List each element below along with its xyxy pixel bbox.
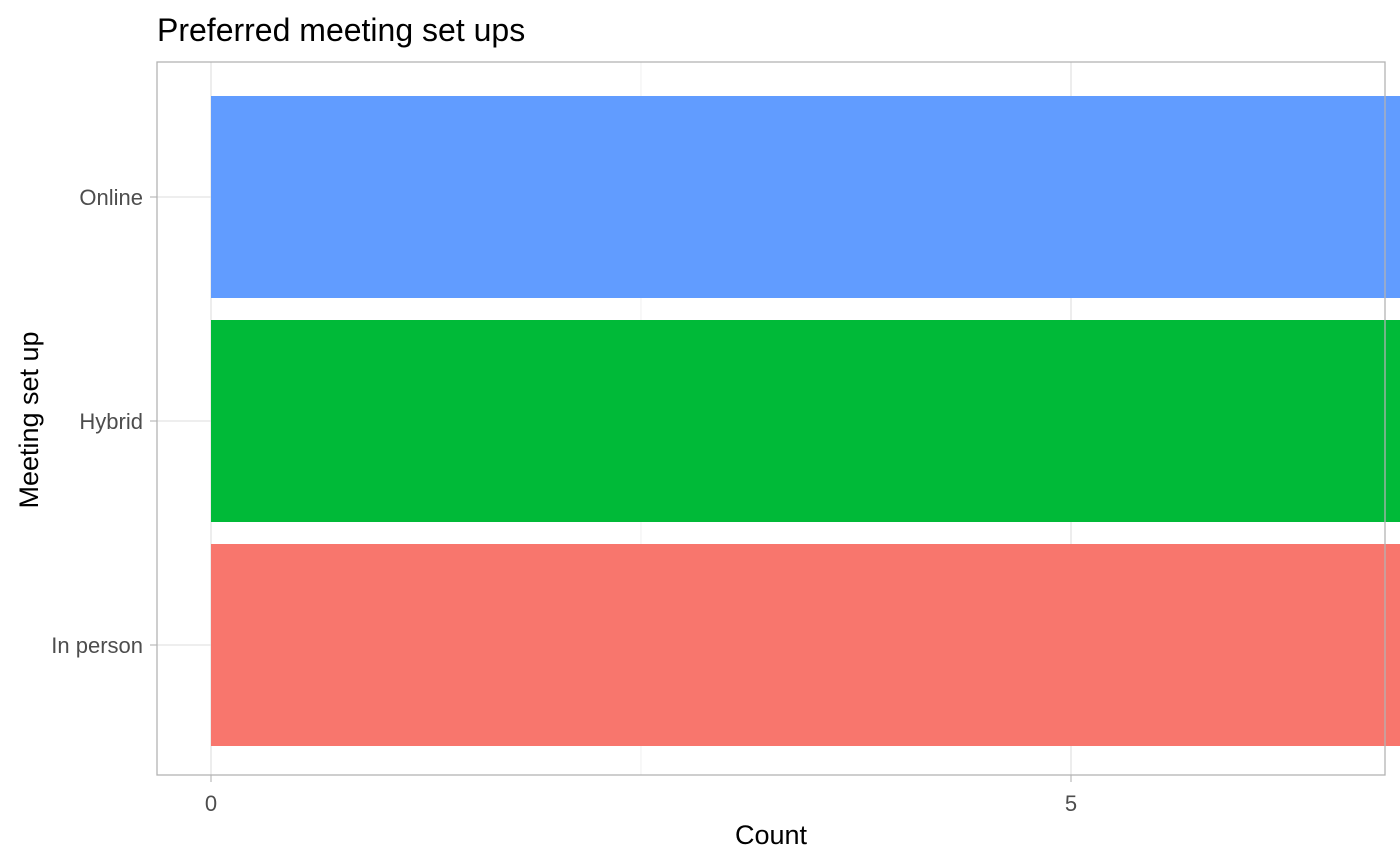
y-axis-title: Meeting set up	[14, 331, 44, 508]
y-axis: In person Hybrid Online	[51, 185, 157, 658]
bars	[211, 96, 1400, 746]
y-tick-label: Hybrid	[79, 409, 143, 434]
x-axis-title: Count	[735, 820, 808, 850]
bar-in-person	[211, 544, 1400, 746]
chart-title: Preferred meeting set ups	[157, 12, 525, 48]
x-axis: 0510	[205, 775, 1077, 816]
bar-hybrid	[211, 320, 1400, 522]
y-tick-label: Online	[79, 185, 143, 210]
y-tick-label: In person	[51, 633, 143, 658]
x-tick-label: 5	[1065, 791, 1077, 816]
x-tick-label: 0	[205, 791, 217, 816]
plot-panel	[156, 61, 1386, 776]
bar-online	[211, 96, 1400, 298]
